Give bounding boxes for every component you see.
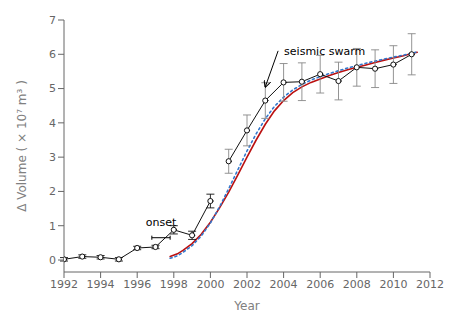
svg-text:2008: 2008	[343, 278, 371, 291]
svg-text:3: 3	[49, 151, 56, 164]
svg-text:4: 4	[49, 117, 56, 130]
svg-text:7: 7	[49, 14, 56, 27]
svg-text:0: 0	[49, 254, 56, 267]
svg-text:2: 2	[49, 185, 56, 198]
svg-text:onset: onset	[146, 216, 177, 229]
svg-text:seismic swarm: seismic swarm	[284, 45, 365, 58]
svg-text:1996: 1996	[123, 278, 151, 291]
svg-text:6: 6	[49, 48, 56, 61]
svg-text:2004: 2004	[270, 278, 298, 291]
svg-text:Year: Year	[233, 299, 259, 313]
svg-text:2010: 2010	[379, 278, 407, 291]
svg-text:1998: 1998	[160, 278, 188, 291]
svg-text:1992: 1992	[50, 278, 78, 291]
svg-text:1: 1	[49, 220, 56, 233]
svg-text:2000: 2000	[196, 278, 224, 291]
svg-text:5: 5	[49, 82, 56, 95]
svg-text:Δ Volume ( × 10⁷ m³ ): Δ Volume ( × 10⁷ m³ )	[15, 80, 29, 212]
svg-text:1994: 1994	[87, 278, 115, 291]
svg-text:2006: 2006	[306, 278, 334, 291]
svg-text:2002: 2002	[233, 278, 261, 291]
svg-text:2012: 2012	[416, 278, 444, 291]
